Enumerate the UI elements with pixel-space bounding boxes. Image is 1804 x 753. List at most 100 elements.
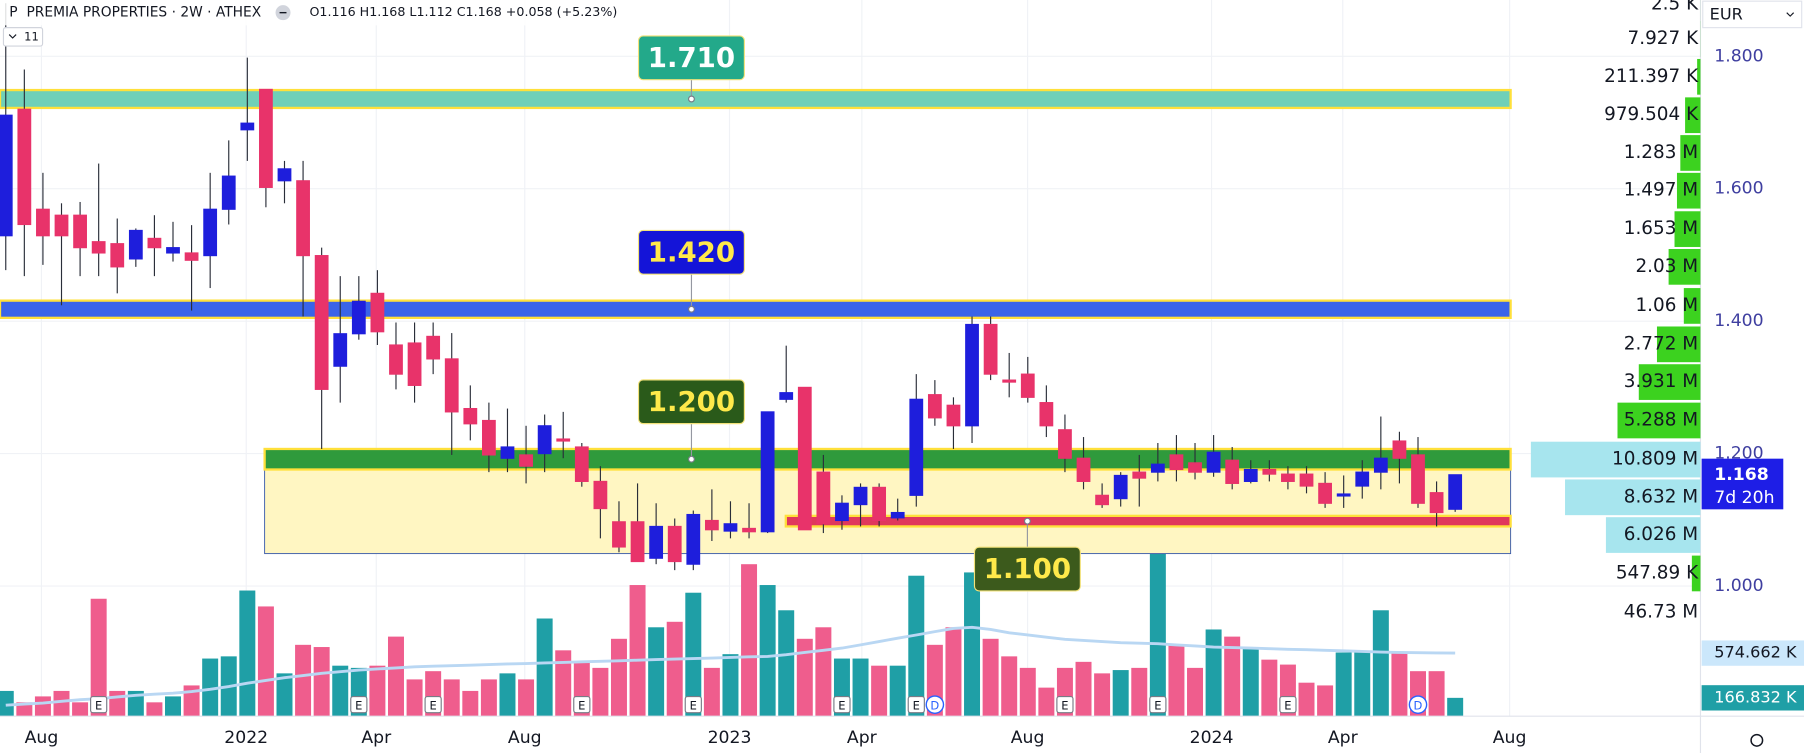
candle-body [1002,379,1017,383]
profile-label: 3.931 M [1624,371,1698,392]
x-tick-label: Aug [25,728,59,748]
y-tick-label: 1.000 [1714,576,1763,596]
event-marker [1149,696,1167,714]
candle-body [91,241,106,254]
x-tick-label: Apr [847,728,878,748]
event-label: E [913,698,920,712]
candle-body [314,255,329,390]
volume-bar [945,627,962,717]
price-tag [1701,458,1784,510]
event-label: E [578,698,585,712]
chevron [8,34,17,39]
candle-body [1076,457,1091,482]
candle-body [779,392,794,400]
candle-body [872,486,887,522]
volume-bar [109,690,126,717]
volume-bar [536,618,553,717]
event-label: E [95,698,102,712]
candle-body [277,168,292,182]
profile-label: 547.89 K [1616,562,1699,583]
level-anchor [688,305,695,313]
profile-bar [1697,58,1701,95]
volume-bar [1317,685,1334,717]
candle-body [1169,454,1184,471]
volume-bar [202,658,219,717]
volume-bar [53,690,70,717]
volume-bar [313,647,330,717]
profile-label: 1.283 M [1624,142,1698,163]
y-tick-label: 1.200 [1714,444,1763,464]
candle-body [407,342,422,386]
event-marker [90,696,108,714]
candle-body [983,323,998,375]
volume-bar [1224,636,1241,717]
event-marker [1056,696,1074,714]
event-marker [1279,696,1297,714]
indicator-count: 11 [24,29,39,43]
symbol: P [9,5,17,21]
currency-box[interactable] [1702,0,1803,29]
profile-label: 8.632 M [1624,486,1698,507]
candle-body [1243,468,1258,482]
volume-bar [1149,537,1166,717]
price-tag-label: 1.168 [1714,465,1769,485]
candle-body [686,513,701,565]
currency: EUR [1710,4,1743,23]
volume-bar [629,585,646,717]
candle-body [1188,462,1202,473]
volume-bar [127,690,144,717]
volume-bar [1038,687,1055,717]
event-label: E [1284,698,1291,712]
candle-body [1429,492,1444,514]
candle-body [946,404,961,427]
candle-body [463,407,478,425]
event-label: D [1414,698,1423,712]
level-label-box [637,35,745,81]
settings-icon[interactable] [1750,733,1764,747]
volume-bar [480,679,497,717]
x-tick-label: 2022 [224,728,268,748]
volume-bar [387,636,404,717]
level-label-box [637,379,745,425]
candle-body [556,438,571,442]
candle-body [742,527,756,533]
volume-bar [1205,629,1222,717]
candle-body [1411,454,1425,504]
volume-bar [685,592,702,717]
volume-tag [1701,685,1804,711]
volume-bar [1428,671,1445,717]
candle-body [1113,474,1128,500]
volume-bar [1242,648,1259,717]
candle-body [333,333,348,367]
candle-body [909,398,924,496]
profile-label: 6.026 M [1624,524,1698,545]
event-label: E [690,698,697,712]
event-label: D [930,698,939,712]
volume-bar [146,702,163,717]
candle-body [816,471,831,525]
profile-bar [1565,479,1701,516]
event-label: E [1154,698,1161,712]
volume-bar [518,679,535,717]
candle-body [351,300,366,335]
volume-bar [276,673,293,717]
candle-body [797,386,812,531]
volume-bar [555,650,572,717]
candle-body [1020,373,1035,398]
candle-body [221,175,236,210]
candle-body [1058,429,1072,459]
level-anchor [1023,517,1031,525]
candle-body [1355,471,1370,487]
y-tick-label: 1.800 [1714,46,1763,66]
ohlc-text: O1.116 H1.168 L1.112 C1.168 +0.058 (+5.2… [309,4,617,19]
candle-body [17,108,32,226]
candle-body [1392,440,1407,459]
volume-bar [1298,682,1315,717]
volume-bar [1335,652,1352,717]
candle-body [1095,494,1110,506]
indicator-badge[interactable] [2,27,44,47]
candle-body [760,411,775,533]
volume-bar [1019,667,1036,717]
level-label-box [637,229,745,275]
